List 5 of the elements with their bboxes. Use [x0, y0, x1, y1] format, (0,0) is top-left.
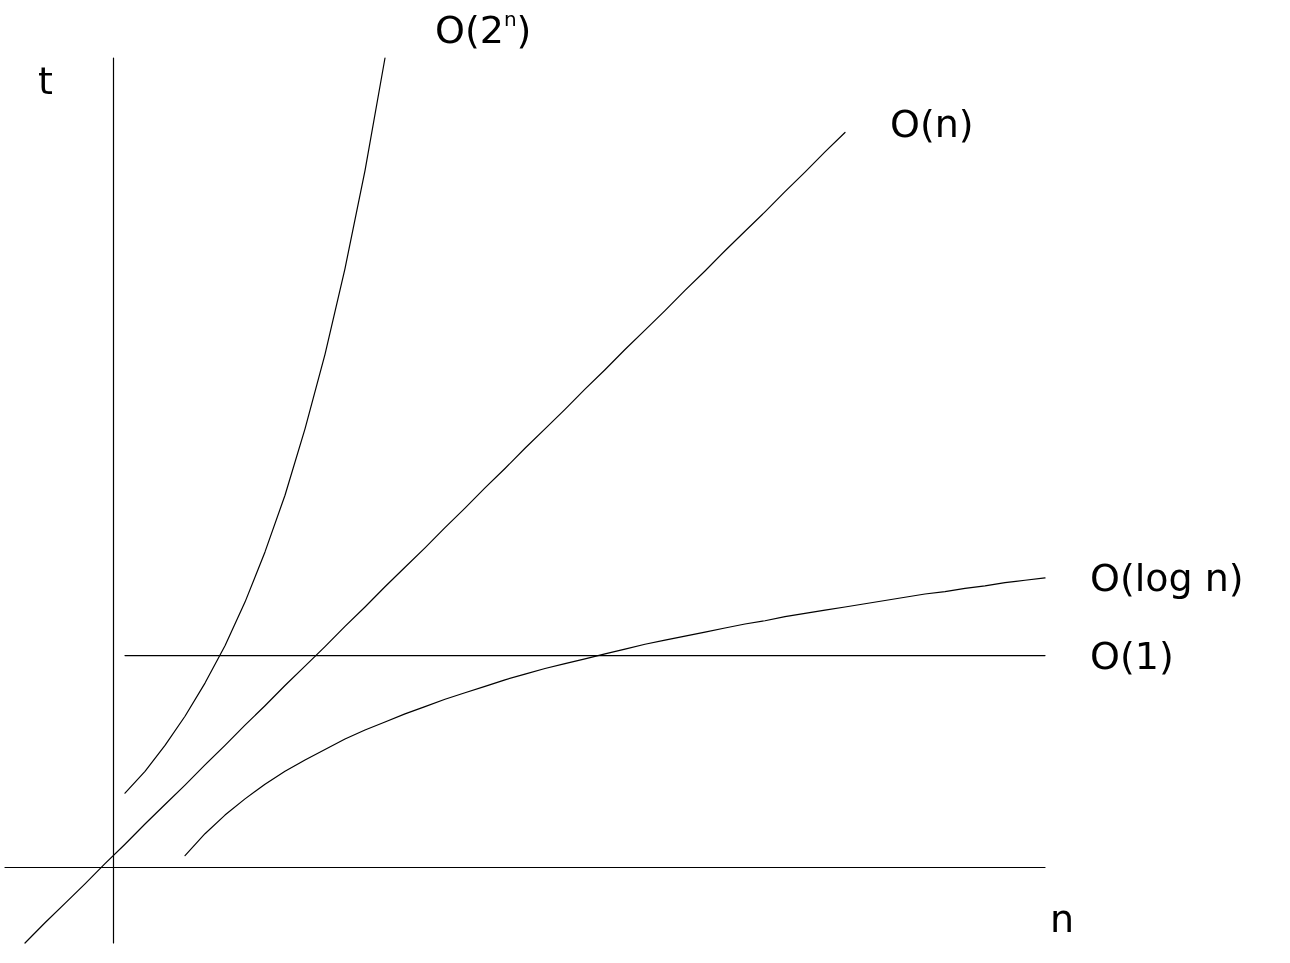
x-axis-title: n	[1050, 897, 1075, 941]
series-label: O(log n)	[1090, 555, 1244, 600]
y-axis-title: t	[38, 59, 53, 103]
series-label: O(1)	[1090, 633, 1174, 678]
series-label: O(n)	[890, 102, 974, 147]
